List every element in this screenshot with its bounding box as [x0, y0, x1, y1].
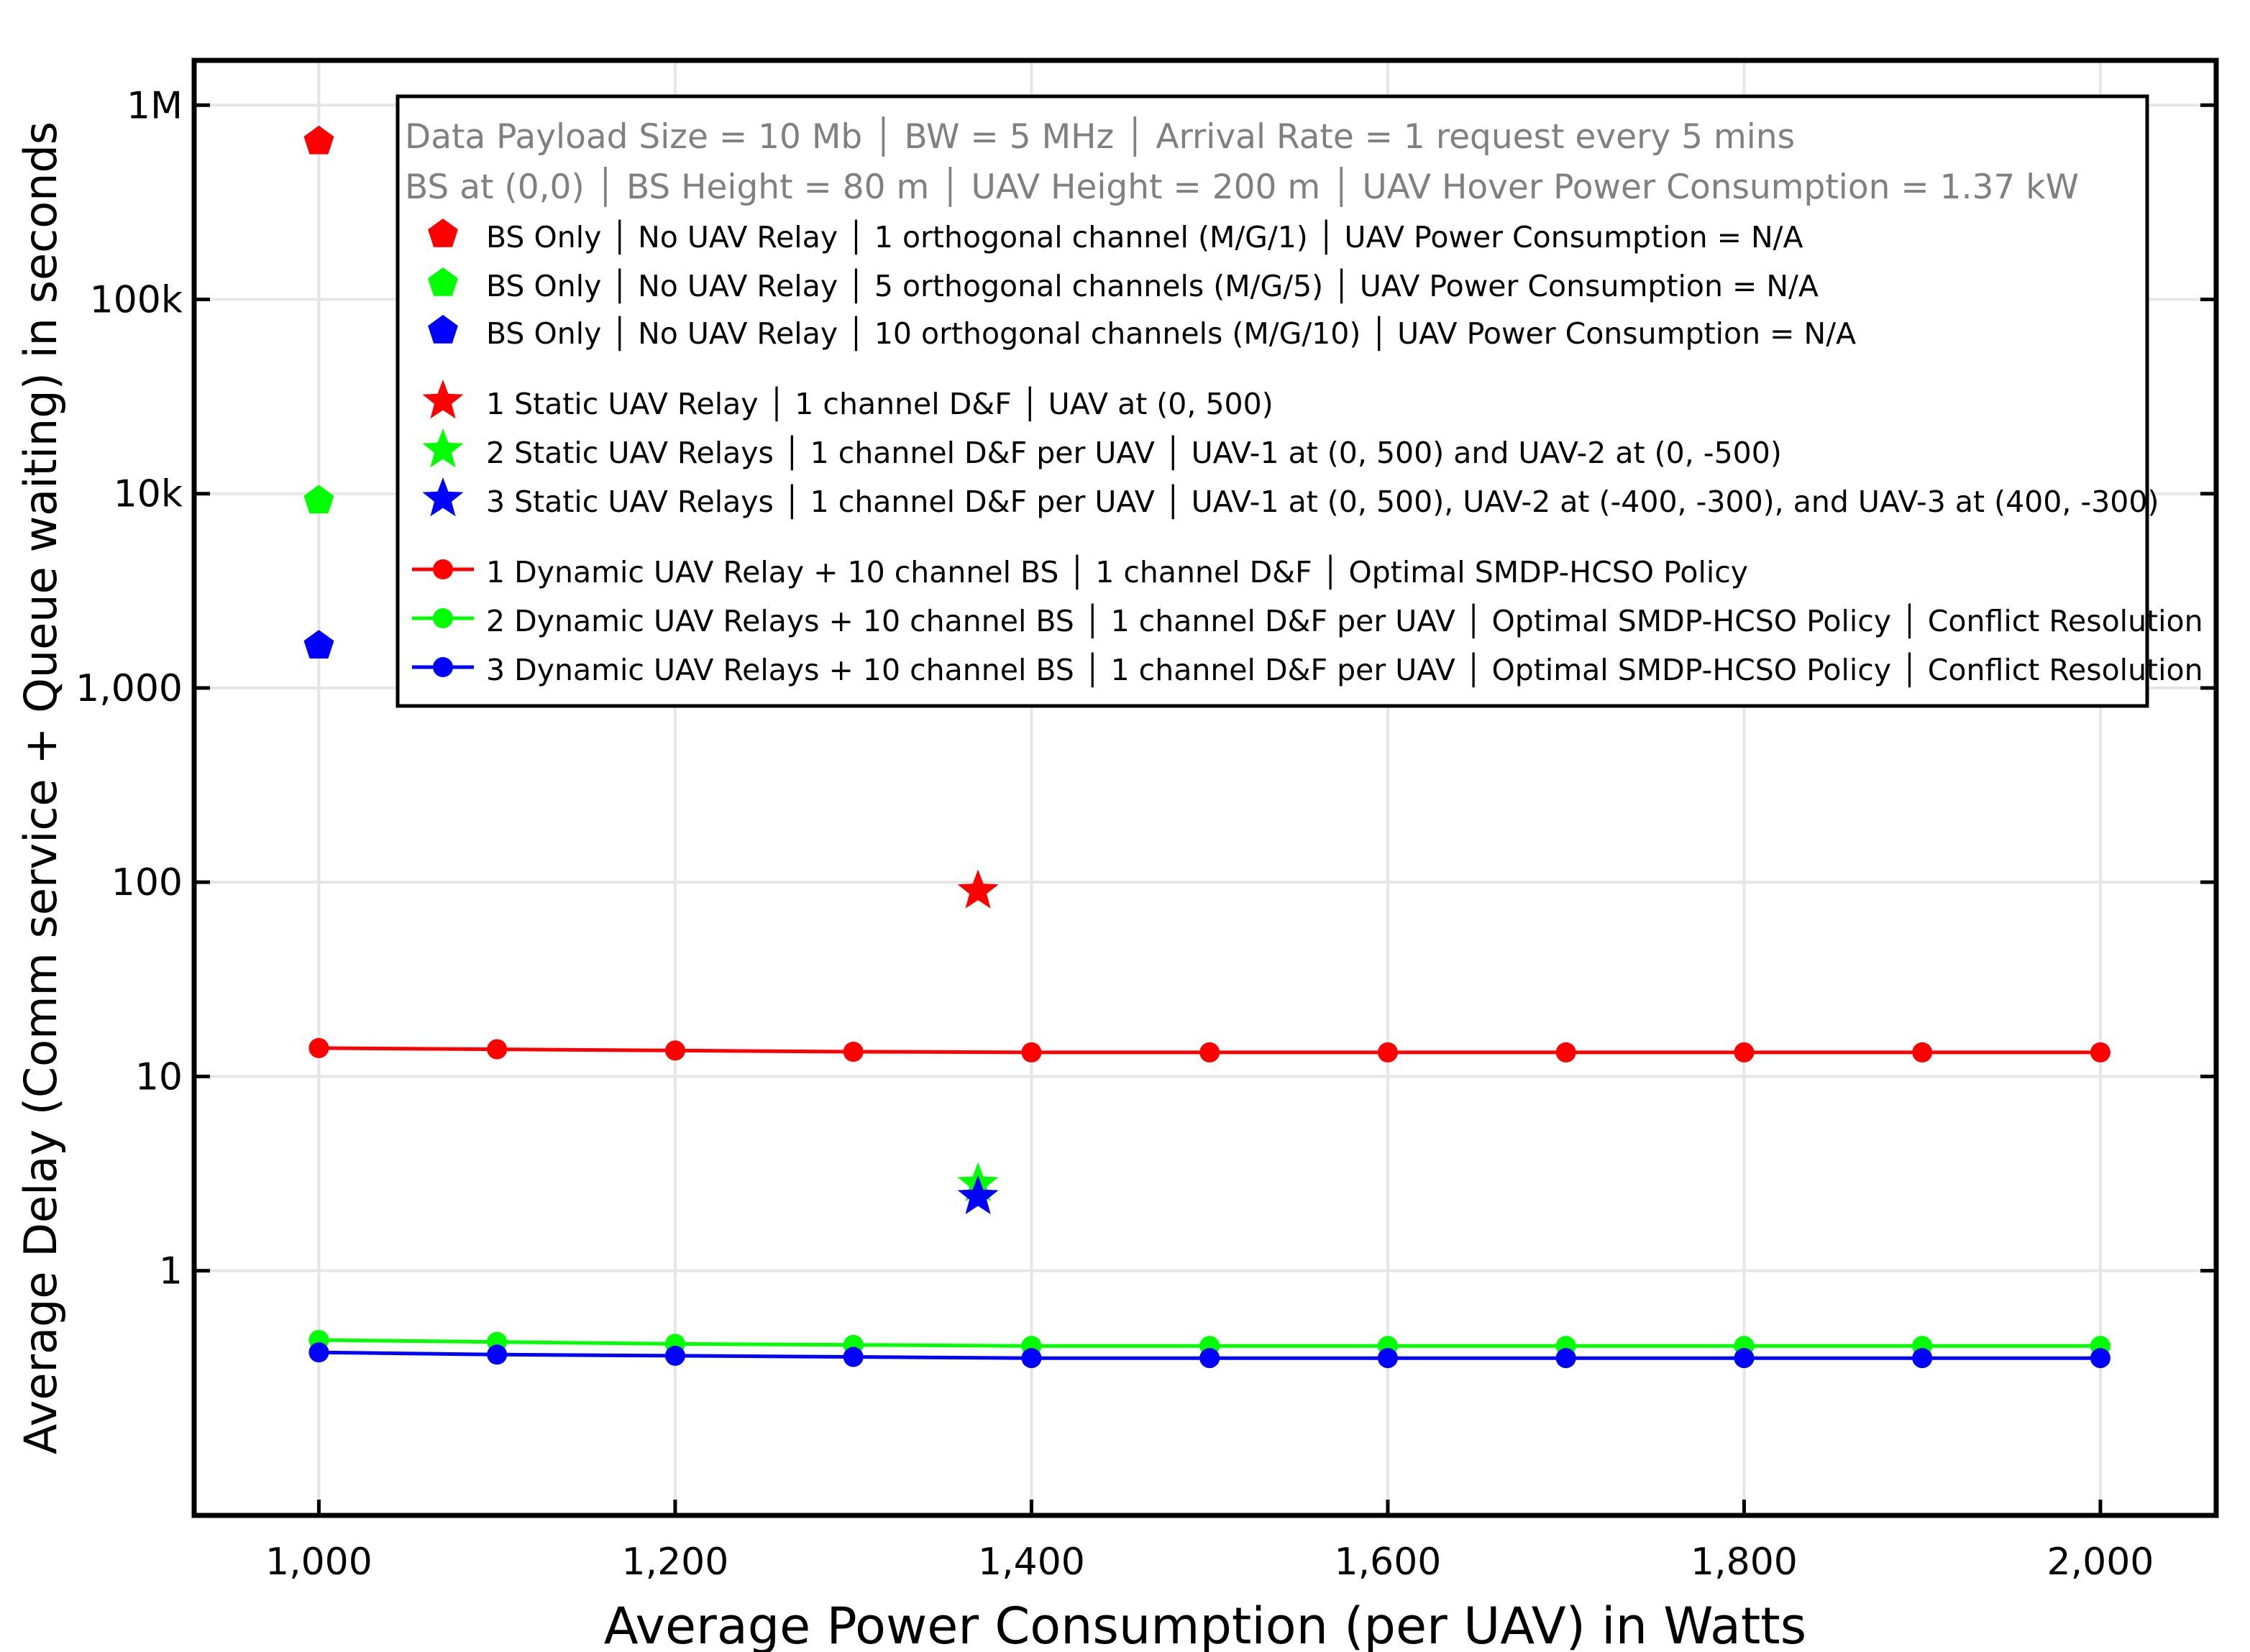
legend: Data Payload Size = 10 Mb │ BW = 5 MHz │… [395, 94, 2203, 708]
legend-entry-2: BS Only │ No UAV Relay │ 5 orthogonal ch… [428, 267, 1819, 304]
legend-label: BS Only │ No UAV Relay │ 1 orthogonal ch… [486, 219, 1803, 255]
pentagon-marker [303, 125, 334, 155]
series-6 [957, 1175, 999, 1215]
y-tick-label: 1,000 [76, 667, 183, 710]
legend-entries: BS Only │ No UAV Relay │ 1 orthogonal ch… [412, 219, 2203, 688]
legend-box [395, 94, 2149, 708]
data-point [308, 1037, 329, 1058]
data-point [1377, 1348, 1398, 1369]
data-point [1377, 1042, 1398, 1063]
data-point [1734, 1348, 1755, 1369]
legend-label: 2 Dynamic UAV Relays + 10 channel BS │ 1… [486, 603, 2203, 639]
legend-entry-5: 2 Static UAV Relays │ 1 channel D&F per … [422, 428, 1782, 471]
plot-frame [191, 58, 2219, 1518]
x-tick-label: 1,200 [621, 1541, 728, 1584]
legend-label: BS Only │ No UAV Relay │ 10 orthogonal c… [486, 316, 1856, 352]
legend-entry-1: BS Only │ No UAV Relay │ 1 orthogonal ch… [428, 219, 1803, 255]
data-point [1199, 1348, 1220, 1369]
data-point [1734, 1042, 1755, 1063]
x-tick-label: 1,800 [1691, 1541, 1798, 1584]
legend-label: BS Only │ No UAV Relay │ 5 orthogonal ch… [486, 268, 1819, 304]
data-point [843, 1042, 864, 1063]
legend-circle-marker [433, 657, 453, 677]
legend-label: 2 Static UAV Relays │ 1 channel D&F per … [486, 435, 1782, 471]
y-tick-label: 100 [111, 861, 183, 904]
pentagon-marker [303, 485, 334, 514]
data-point [487, 1344, 508, 1365]
data-point [664, 1345, 685, 1366]
x-tick-label: 1,400 [978, 1541, 1085, 1584]
data-point [664, 1040, 685, 1061]
star-marker [957, 1175, 999, 1215]
legend-star-marker [422, 380, 464, 419]
series-2 [303, 485, 334, 514]
y-tick-label: 100k [90, 278, 183, 321]
x-axis-ticks: 1,000 1,200 1,400 1,600 1,800 2,000 [265, 1500, 2154, 1584]
y-axis-ticks: 1 10 100 1,000 10k 100k 1M [76, 84, 2216, 1293]
legend-entry-6: 3 Static UAV Relays │ 1 channel D&F per … [422, 477, 2159, 520]
legend-entry-3: BS Only │ No UAV Relay │ 10 orthogonal c… [428, 315, 1856, 352]
legend-star-marker [422, 428, 464, 468]
legend-header-line-2: BS at (0,0) │ BS Height = 80 m │ UAV Hei… [405, 166, 2079, 207]
legend-entry-4: 1 Static UAV Relay │ 1 channel D&F │ UAV… [422, 380, 1273, 422]
legend-label: 1 Static UAV Relay │ 1 channel D&F │ UAV… [486, 386, 1273, 422]
y-tick-label: 1M [127, 84, 183, 127]
data-point [2090, 1042, 2110, 1063]
legend-label: 1 Dynamic UAV Relay + 10 channel BS │ 1 … [486, 554, 1748, 590]
data-point [1021, 1348, 1042, 1369]
pentagon-marker [303, 630, 334, 658]
legend-entry-7: 1 Dynamic UAV Relay + 10 channel BS │ 1 … [412, 554, 1748, 590]
series-7 [308, 1037, 2110, 1063]
legend-circle-marker [433, 559, 453, 579]
x-axis-label: Average Power Consumption (per UAV) in W… [604, 1597, 1806, 1652]
x-tick-label: 1,600 [1335, 1541, 1442, 1584]
legend-entry-8: 2 Dynamic UAV Relays + 10 channel BS │ 1… [412, 603, 2203, 639]
legend-pentagon-marker [428, 219, 458, 247]
x-tick-label: 1,000 [265, 1541, 372, 1584]
series-layer [303, 125, 2110, 1369]
legend-pentagon-marker [428, 267, 458, 296]
y-tick-label: 1 [159, 1250, 183, 1293]
data-point [487, 1039, 508, 1060]
data-point [1912, 1042, 1933, 1063]
y-axis-label: Average Delay (Comm service + Queue wait… [14, 121, 67, 1454]
data-point [1021, 1042, 1042, 1063]
legend-label: 3 Static UAV Relays │ 1 channel D&F per … [486, 484, 2159, 520]
legend-pentagon-marker [428, 315, 458, 344]
series-9 [308, 1342, 2110, 1369]
data-point [308, 1342, 329, 1363]
star-marker [957, 869, 999, 909]
series-4 [957, 869, 999, 909]
y-tick-label: 10k [114, 473, 183, 516]
legend-label: 3 Dynamic UAV Relays + 10 channel BS │ 1… [486, 652, 2203, 688]
data-point [1555, 1348, 1576, 1369]
data-point [2090, 1348, 2110, 1369]
legend-star-marker [422, 477, 464, 517]
data-point [1199, 1042, 1220, 1063]
data-point [843, 1346, 864, 1367]
y-tick-label: 10 [135, 1055, 183, 1098]
data-point [1912, 1348, 1933, 1369]
x-tick-label: 2,000 [2047, 1541, 2154, 1584]
legend-entry-9: 3 Dynamic UAV Relays + 10 channel BS │ 1… [412, 652, 2203, 688]
series-3 [303, 630, 334, 658]
data-point [1555, 1042, 1576, 1063]
series-1 [303, 125, 334, 155]
legend-header-line-1: Data Payload Size = 10 Mb │ BW = 5 MHz │… [405, 116, 1795, 157]
legend-circle-marker [433, 608, 453, 628]
